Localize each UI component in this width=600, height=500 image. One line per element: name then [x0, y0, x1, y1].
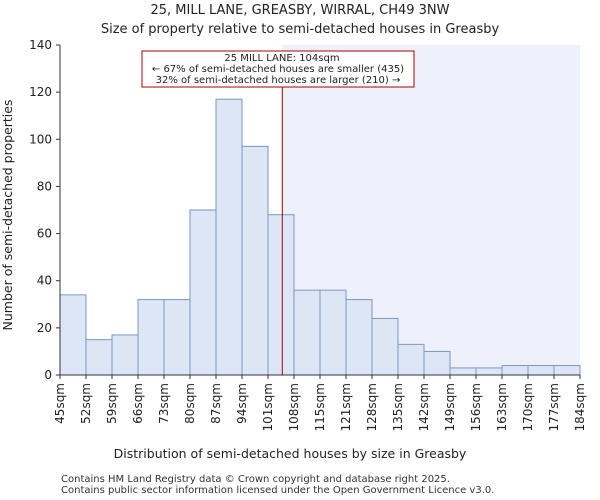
annotation-line-2: ← 67% of semi-detached houses are smalle… — [152, 64, 404, 75]
bar — [85, 339, 113, 376]
x-tick-label: 87sqm — [209, 383, 223, 424]
x-tick-label: 149sqm — [443, 383, 457, 431]
bar — [475, 367, 503, 376]
x-tick-label: 128sqm — [365, 383, 379, 431]
y-tick-label: 40 — [37, 274, 52, 288]
x-tick-label: 115sqm — [313, 383, 327, 431]
footer-line-1: Contains HM Land Registry data © Crown c… — [61, 474, 450, 485]
x-tick-label: 101sqm — [261, 383, 275, 431]
x-tick-label: 94sqm — [235, 383, 249, 424]
x-tick-label: 66sqm — [131, 383, 145, 424]
bar — [293, 289, 321, 376]
x-tick-label: 80sqm — [183, 383, 197, 424]
bar — [241, 145, 269, 376]
bar — [371, 317, 399, 376]
bars — [59, 98, 581, 376]
x-tick-label: 170sqm — [521, 383, 535, 431]
bar — [111, 334, 139, 376]
x-tick-label: 156sqm — [469, 383, 483, 431]
x-axis: 45sqm 52sqm 59sqm 66sqm 73sqm 80sqm 87sqm 94sqm… — [53, 374, 587, 431]
x-tick-label: 108sqm — [287, 383, 301, 431]
y-tick-label: 0 — [44, 368, 52, 382]
bar — [527, 365, 555, 376]
bar — [553, 365, 581, 376]
bar — [423, 350, 451, 376]
y-tick-label: 60 — [37, 227, 52, 241]
x-tick-label: 121sqm — [339, 383, 353, 431]
footer-line-2: Contains public sector information licen… — [61, 485, 495, 496]
x-tick-label: 135sqm — [391, 383, 405, 431]
y-axis-label: Number of semi-detached properties — [0, 100, 15, 331]
bar — [215, 98, 243, 376]
y-tick-label: 120 — [29, 85, 52, 99]
bar — [267, 214, 295, 376]
y-tick-label: 100 — [29, 132, 52, 146]
x-tick-label: 73sqm — [157, 383, 171, 424]
y-tick-label: 140 — [29, 38, 52, 52]
x-tick-label: 45sqm — [53, 383, 67, 424]
bar — [163, 299, 191, 376]
chart-title: 25, MILL LANE, GREASBY, WIRRAL, CH49 3NW — [151, 3, 450, 18]
annotation-line-1: 25 MILL LANE: 104sqm — [224, 53, 339, 64]
bar — [501, 365, 529, 376]
x-tick-label: 184sqm — [573, 383, 587, 431]
x-tick-label: 142sqm — [417, 383, 431, 431]
bar — [59, 294, 87, 376]
bar — [397, 343, 425, 376]
x-axis-label: Distribution of semi-detached houses by … — [114, 446, 467, 461]
bar — [319, 289, 347, 376]
bar — [449, 367, 477, 376]
y-axis: 0 20 40 60 80 100 120 140 — [29, 38, 61, 382]
bar — [137, 299, 165, 376]
x-tick-label: 177sqm — [547, 383, 561, 431]
annotation-line-3: 32% of semi-detached houses are larger (… — [156, 75, 401, 86]
bar — [345, 299, 373, 376]
x-tick-label: 52sqm — [79, 383, 93, 424]
x-tick-label: 59sqm — [105, 383, 119, 424]
y-tick-label: 20 — [37, 321, 52, 335]
annotation-box — [141, 50, 415, 88]
chart-subtitle: Size of property relative to semi-detach… — [101, 22, 500, 37]
bar — [189, 209, 217, 376]
x-tick-label: 163sqm — [495, 383, 509, 431]
y-tick-label: 80 — [37, 179, 52, 193]
